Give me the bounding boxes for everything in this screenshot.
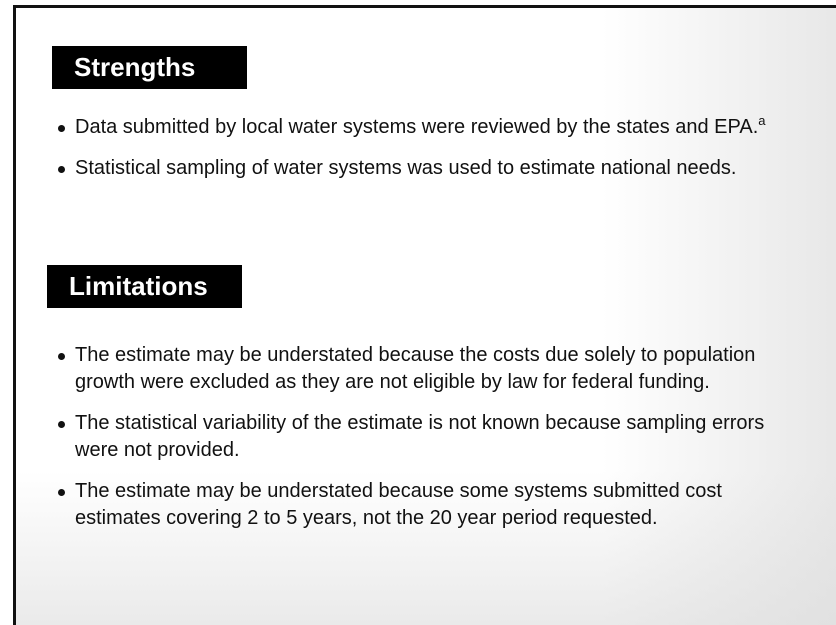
page: {"sections": [ {"heading": "Strengths", … [13,5,836,625]
bullet-dot [58,125,65,132]
section-heading: Limitations [47,265,242,308]
section-heading: Strengths [52,46,247,89]
item-text: Data submitted by local water systems we… [75,116,759,138]
bullet-dot [58,353,65,360]
bullet-dot [58,489,65,496]
item-text: The estimate may be understated because … [75,480,722,529]
footnote-marker: a [758,113,766,128]
item-text: The statistical variability of the estim… [75,412,765,461]
bullet-item: Statistical sampling of water systems wa… [58,155,792,182]
bullet-item: The statistical variability of the estim… [58,410,792,464]
bullet-list: Data submitted by local water systems we… [58,113,792,196]
item-text: The estimate may be understated because … [75,344,756,393]
bullet-dot [58,421,65,428]
bullet-item: The estimate may be understated because … [58,478,792,532]
shade [16,8,836,625]
panel [13,5,836,625]
bullet-item: The estimate may be understated because … [58,342,792,396]
item-text: Statistical sampling of water systems wa… [75,157,737,179]
bullet-dot [58,166,65,173]
bullet-list: The estimate may be understated because … [58,342,792,546]
bullet-item: Data submitted by local water systems we… [58,113,792,141]
